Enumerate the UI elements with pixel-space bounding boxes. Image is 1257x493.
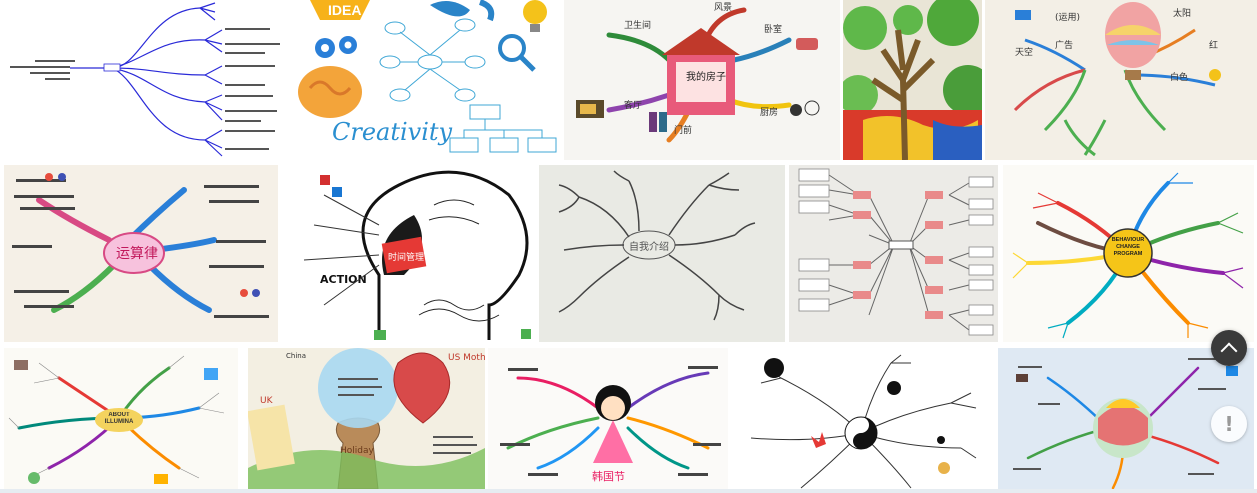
svg-text:客厅: 客厅	[624, 99, 642, 111]
sketch-map-graphic: 自我介绍	[558, 170, 756, 321]
thumbnail-r2-math[interactable]: 运算律	[4, 165, 278, 342]
svg-text:天空: 天空	[1015, 46, 1033, 58]
thumbnail-r1-creativity[interactable]: IDEA Creativity	[290, 0, 561, 160]
balloon-map-2-graphic	[1013, 358, 1238, 489]
svg-text:卫生间: 卫生间	[624, 19, 651, 31]
flowchart-graphic	[798, 168, 994, 336]
behaviour-map-graphic: BEHAVIOUR CHANGE PROGRAM	[1012, 172, 1244, 339]
exclamation-icon: !	[1224, 412, 1234, 436]
creativity-graphic: IDEA Creativity	[298, 0, 557, 153]
svg-text:运算律: 运算律	[116, 246, 158, 262]
balloon-map-graphic: (运用) 广告 太阳 红 白色 天空	[1013, 2, 1221, 157]
svg-text:卧室: 卧室	[764, 23, 782, 35]
thumbnail-r1-house[interactable]: 我的房子 风景 卫生间 卧室 客厅 门前 厨房	[564, 0, 840, 160]
svg-text:韩国节: 韩国节	[592, 469, 625, 483]
svg-text:白色: 白色	[1170, 71, 1188, 83]
svg-text:US Mother's Day: US Mother's Day	[448, 353, 485, 363]
svg-text:China: China	[286, 352, 306, 360]
thumbnail-r3-illumination[interactable]: ABOUT ILLUMINA	[4, 348, 238, 489]
svg-text:门前: 门前	[674, 124, 692, 136]
scroll-to-top-button[interactable]	[1211, 330, 1247, 366]
thumbnail-r1-painted-tree[interactable]	[843, 0, 982, 160]
thumbnail-r3-girl[interactable]: 韩国节	[488, 348, 728, 489]
thumbnail-r2-behaviour[interactable]: BEHAVIOUR CHANGE PROGRAM	[1003, 165, 1254, 342]
yinyang-map-graphic	[750, 354, 977, 489]
house-map-graphic: 我的房子 风景 卫生间 卧室 客厅 门前 厨房	[576, 2, 820, 143]
math-map-graphic: 运算律	[12, 173, 269, 318]
svg-text:Creativity: Creativity	[332, 118, 453, 146]
svg-text:我的房子: 我的房子	[686, 70, 726, 83]
mothers-day-graphic: UK China US Mother's Day Holiday	[248, 348, 485, 489]
svg-text:自我介绍: 自我介绍	[629, 240, 669, 253]
chevron-up-icon	[1220, 342, 1238, 360]
svg-text:Holiday: Holiday	[340, 446, 375, 456]
svg-text:UK: UK	[260, 396, 274, 406]
thumbnail-r3-yinyang[interactable]	[736, 348, 992, 489]
behaviour-center-label: BEHAVIOUR CHANGE PROGRAM	[1111, 237, 1145, 257]
feedback-button[interactable]: !	[1211, 406, 1247, 442]
thumbnail-r3-mothers-day[interactable]: UK China US Mother's Day Holiday	[248, 348, 485, 489]
svg-text:风景: 风景	[714, 2, 732, 13]
svg-text:太阳: 太阳	[1173, 7, 1191, 19]
svg-text:IDEA: IDEA	[328, 2, 361, 18]
thumbnail-r2-flowchart[interactable]	[789, 165, 998, 342]
illumination-center-label: ABOUT ILLUMINA	[104, 412, 134, 425]
girl-map-graphic: 韩国节	[500, 366, 721, 483]
illumination-map-graphic: ABOUT ILLUMINA	[8, 355, 225, 484]
svg-text:红: 红	[1209, 39, 1218, 51]
tree-chart-graphic	[10, 2, 280, 157]
bottom-scroll-strip	[0, 489, 1257, 493]
painted-tree-graphic	[843, 0, 982, 160]
brain-map-graphic: 时间管理 ACTION	[303, 170, 531, 340]
svg-text:(运用): (运用)	[1055, 12, 1080, 23]
thumbnail-r2-sketch[interactable]: 自我介绍	[539, 165, 785, 342]
svg-text:广告: 广告	[1055, 39, 1073, 51]
thumbnail-r2-brain[interactable]: 时间管理 ACTION	[284, 165, 534, 342]
thumbnail-r1-tree-chart[interactable]	[0, 0, 287, 160]
thumbnail-r1-balloon[interactable]: (运用) 广告 太阳 红 白色 天空	[985, 0, 1257, 160]
svg-text:时间管理: 时间管理	[388, 251, 424, 263]
svg-text:厨房: 厨房	[760, 106, 778, 118]
